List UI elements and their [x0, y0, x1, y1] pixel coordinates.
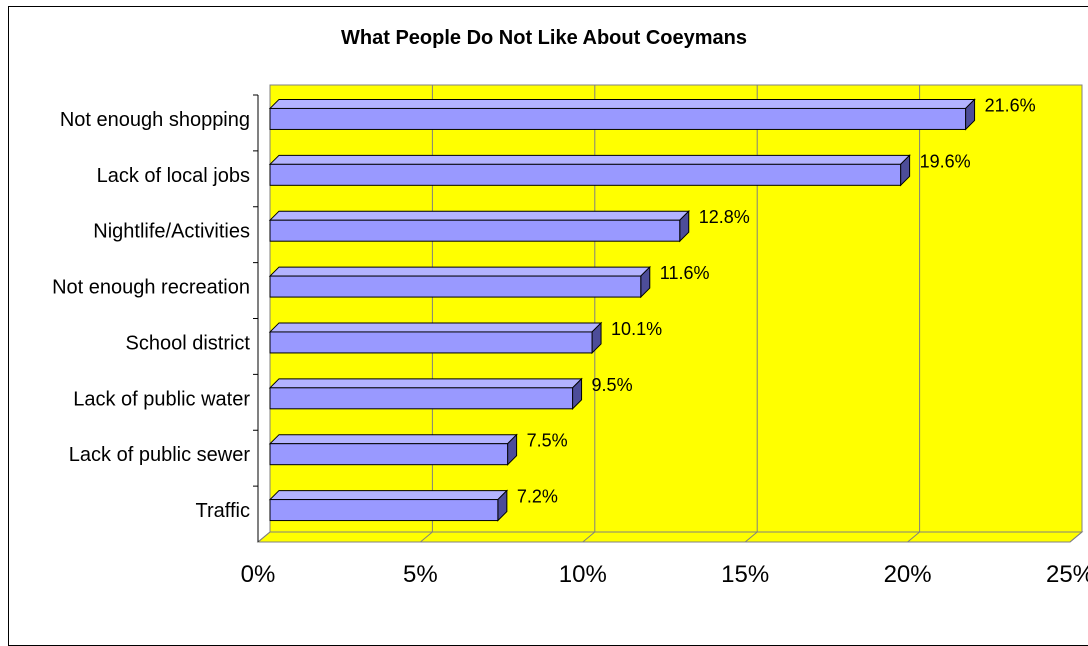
bar	[269, 443, 509, 466]
category-label: Lack of public sewer	[69, 444, 251, 466]
bar-top	[268, 98, 976, 109]
category-label: School district	[126, 332, 251, 354]
bar	[269, 331, 593, 354]
category-label: Nightlife/Activities	[93, 221, 250, 243]
gridline-depth	[420, 531, 433, 543]
data-label: 9.5%	[592, 375, 633, 395]
bar	[269, 275, 642, 298]
gridline-depth	[1069, 531, 1083, 543]
category-label: Not enough shopping	[60, 109, 250, 131]
category-label: Not enough recreation	[52, 277, 250, 299]
bar	[269, 163, 902, 186]
data-label: 10.1%	[611, 319, 662, 339]
bar-top	[268, 266, 651, 277]
bar-top	[268, 378, 583, 389]
x-tick-label: 10%	[559, 561, 607, 588]
gridline-depth	[257, 531, 271, 543]
category-label: Traffic	[196, 500, 250, 522]
chart-title: What People Do Not Like About Coeymans	[341, 27, 747, 49]
category-label: Lack of public water	[73, 388, 250, 410]
gridline-depth	[582, 531, 596, 543]
gridline-depth	[907, 531, 920, 543]
data-label: 11.6%	[660, 263, 710, 283]
x-tick-label: 0%	[241, 561, 276, 588]
bar	[269, 219, 681, 242]
category-label: Lack of local jobs	[97, 165, 250, 187]
bar-chart: 0% 5% 10% 15% 20% 25% 21.6% Not enough shopping…	[52, 84, 1088, 588]
bar-top	[268, 210, 690, 221]
bar-top	[268, 434, 518, 445]
bar	[269, 499, 499, 522]
bar-top	[268, 490, 509, 501]
x-tick-label: 25%	[1046, 561, 1088, 588]
bar	[269, 387, 574, 410]
gridline-depth	[744, 531, 758, 543]
data-label: 12.8%	[699, 207, 750, 227]
data-label: 7.2%	[517, 487, 558, 507]
data-label: 21.6%	[985, 95, 1036, 115]
data-label: 7.5%	[527, 431, 568, 451]
x-tick-label: 5%	[403, 561, 438, 588]
data-label: 19.6%	[920, 151, 971, 171]
bar	[269, 107, 967, 130]
x-tick-label: 20%	[884, 561, 932, 588]
bar-top	[268, 322, 603, 333]
bar-top	[268, 154, 911, 165]
plot-floor	[256, 531, 1084, 543]
x-tick-label: 15%	[721, 561, 769, 588]
